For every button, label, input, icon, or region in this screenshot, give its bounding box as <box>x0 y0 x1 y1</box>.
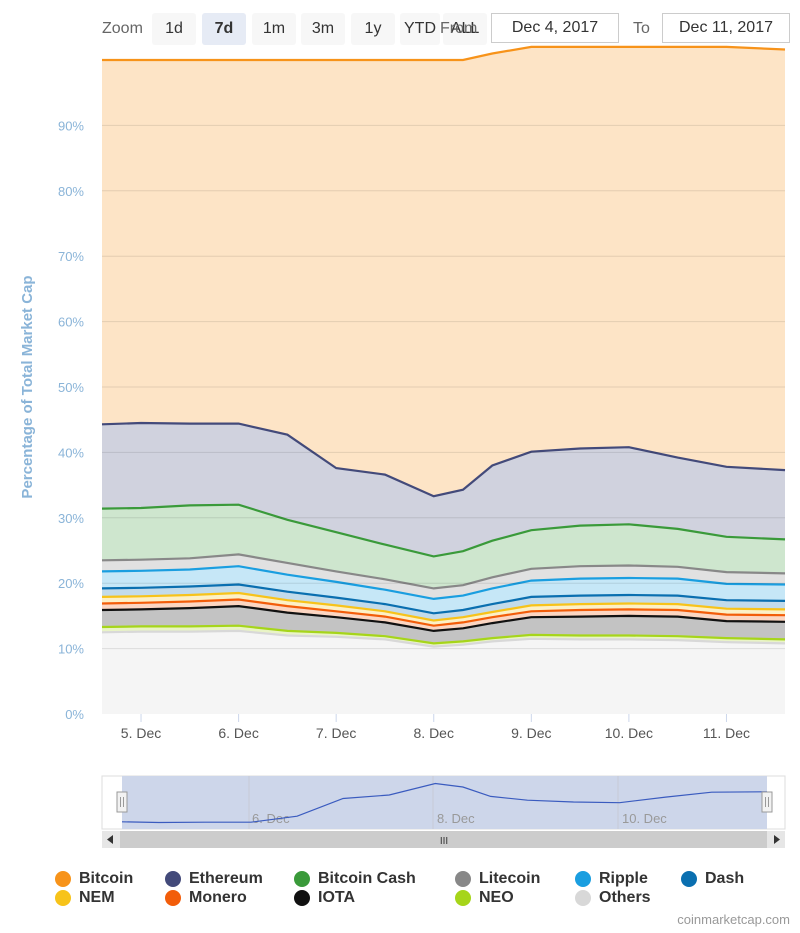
legend-marker-icon <box>681 871 697 887</box>
series-line-neo <box>101 624 786 645</box>
y-tick-label: 10% <box>58 642 84 657</box>
legend-marker-icon <box>55 871 71 887</box>
y-tick-label: 40% <box>58 445 84 460</box>
legend-label: Dash <box>705 870 745 887</box>
legend-label: IOTA <box>318 889 356 906</box>
y-axis-title: Percentage of Total Market Cap <box>19 275 36 498</box>
series-line-iota <box>101 604 786 633</box>
legend-label: Monero <box>189 889 247 906</box>
arrow-left-icon <box>107 835 113 844</box>
y-tick-label: 0% <box>65 707 84 722</box>
x-tick-label: 5. Dec <box>121 725 161 741</box>
x-axis: 5. Dec 6. Dec 7. Dec 8. Dec 9. Dec 10. Dec 11.… <box>121 714 750 741</box>
legend-marker-icon <box>294 871 310 887</box>
legend-label: NEM <box>79 889 115 906</box>
navigator-right-handle[interactable] <box>761 791 773 813</box>
legend-label: Bitcoin Cash <box>318 870 416 887</box>
zoom-1y-button[interactable]: 1y <box>351 13 395 45</box>
y-tick-label: 60% <box>58 315 84 330</box>
area-dash <box>102 584 785 621</box>
range-from-label: From <box>440 20 478 37</box>
zoom-1d-button[interactable]: 1d <box>152 13 196 45</box>
area-ripple <box>102 566 785 614</box>
x-tick-label: 9. Dec <box>511 725 551 741</box>
arrow-right-icon <box>774 835 780 844</box>
series-line-nem <box>101 591 786 622</box>
chart: 0% 10% 20% 30% 40% 50% 60% 70% 80% 90% 5. Dec 6. D… <box>19 45 786 848</box>
legend-marker-icon <box>575 871 591 887</box>
series-line-ripple <box>101 565 786 601</box>
legend-label: Litecoin <box>479 870 541 887</box>
legend-marker-icon <box>294 890 310 906</box>
x-tick-label: 11. Dec <box>703 725 750 741</box>
area-monero <box>102 599 785 631</box>
series-line-dash <box>101 583 786 615</box>
range-to-input[interactable]: Dec 11, 2017 <box>662 13 790 43</box>
series-line-litecoin <box>101 553 786 590</box>
series-line-monero <box>101 598 786 627</box>
zoom-ytd-button[interactable]: YTD <box>400 13 440 45</box>
legend-marker-icon <box>455 890 471 906</box>
y-tick-label: 80% <box>58 184 84 199</box>
navigator: 6. Dec 8. Dec 10. Dec III <box>101 775 786 848</box>
series-line-ethereum <box>101 421 786 498</box>
area-bitcoin <box>102 46 785 497</box>
legend-label: Ripple <box>599 870 648 887</box>
zoom-1m-button[interactable]: 1m <box>252 13 296 45</box>
y-tick-label: 70% <box>58 249 84 264</box>
zoom-3m-button[interactable]: 3m <box>301 13 345 45</box>
series-line-others <box>101 629 786 648</box>
y-axis: 0% 10% 20% 30% 40% 50% 60% 70% 80% 90% <box>58 118 84 722</box>
series-line-bitcoin-cash <box>101 503 786 558</box>
legend-label: NEO <box>479 889 514 906</box>
legend-label: Bitcoin <box>79 870 134 887</box>
area-others <box>102 630 785 714</box>
x-tick-label: 10. Dec <box>605 725 653 741</box>
zoom-bar: Zoom 1d 7d 1m 3m 1y YTD ALL From Dec 4, … <box>0 8 800 48</box>
area-ethereum <box>102 423 785 557</box>
grid-lines <box>102 124 785 650</box>
x-tick-label: 8. Dec <box>414 725 454 741</box>
legend-marker-icon <box>165 890 181 906</box>
y-tick-label: 90% <box>58 118 84 133</box>
zoom-7d-button[interactable]: 7d <box>202 13 246 45</box>
series-lines <box>101 45 786 648</box>
legend-label: Others <box>599 889 651 906</box>
credits-link[interactable]: coinmarketcap.com <box>677 912 790 927</box>
y-tick-label: 30% <box>58 511 84 526</box>
y-tick-label: 50% <box>58 380 84 395</box>
area-litecoin <box>102 554 785 599</box>
range-from-input[interactable]: Dec 4, 2017 <box>491 13 619 43</box>
area-layers <box>102 46 785 714</box>
navigator-tick-label: 8. Dec <box>437 811 475 826</box>
area-nem <box>102 593 785 626</box>
navigator-left-handle[interactable] <box>116 791 128 813</box>
navigator-series-line <box>121 782 768 824</box>
area-neo <box>102 625 785 647</box>
range-to-label: To <box>633 20 650 37</box>
scrollbar-grip-icon: III <box>440 836 448 847</box>
scrollbar-thumb[interactable] <box>120 831 767 848</box>
y-tick-label: 20% <box>58 576 84 591</box>
legend-marker-icon <box>455 871 471 887</box>
legend-marker-icon <box>165 871 181 887</box>
legend-label: Ethereum <box>189 870 263 887</box>
zoom-label: Zoom <box>102 20 143 37</box>
legend-marker-icon <box>575 890 591 906</box>
zoom-all-button[interactable]: ALL <box>443 13 487 45</box>
x-tick-label: 6. Dec <box>218 725 258 741</box>
navigator-tick-label: 6. Dec <box>252 811 290 826</box>
area-iota <box>102 606 785 644</box>
legend-marker-icon <box>55 890 71 906</box>
x-tick-label: 7. Dec <box>316 725 356 741</box>
series-line-bitcoin <box>102 45 786 62</box>
navigator-tick-label: 10. Dec <box>622 811 667 826</box>
